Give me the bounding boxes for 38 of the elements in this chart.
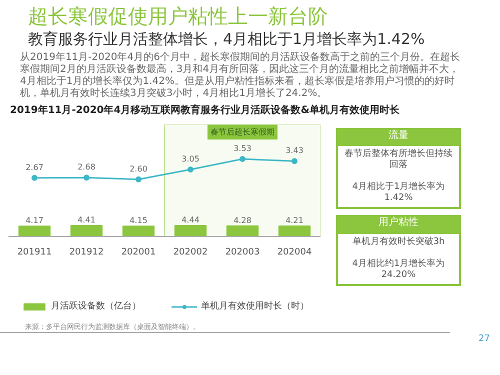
- x-tick-label: 202001: [121, 248, 156, 258]
- data-label: 4.15: [130, 216, 148, 226]
- text: 春节后整体有所增长但持续回落: [344, 149, 452, 170]
- x-tick-label: 202004: [277, 248, 312, 258]
- point: [136, 176, 142, 182]
- data-label: 4.44: [182, 215, 200, 224]
- legend-label: 月活跃设备数（亿台）: [51, 300, 141, 312]
- text: 用户粘性: [336, 215, 461, 232]
- point: [84, 174, 90, 181]
- data-label: 4.28: [234, 216, 252, 225]
- chart-title: 超长寒假促使用户粘性上一新台阶: [27, 3, 329, 29]
- data-label: 3.43: [286, 146, 304, 156]
- x-tick-label: 202002: [173, 248, 208, 258]
- point: [32, 174, 38, 181]
- chart-subtitle: 教育服务行业月活整体增长，4月相比于1月增长率为1.42%: [27, 29, 426, 49]
- text: 27: [478, 333, 490, 346]
- x-tick-label: 202003: [225, 248, 260, 258]
- text: 4月相比约1月增长率为24.20%: [352, 258, 445, 280]
- point: [188, 166, 194, 173]
- text: 4月相比于1月增长率为1.42%: [352, 182, 445, 204]
- data-label: 2.68: [78, 162, 96, 172]
- point: [292, 158, 298, 164]
- x-tick-label: 201912: [69, 248, 104, 258]
- data-label: 4.21: [286, 216, 304, 226]
- text: 流量: [336, 128, 461, 144]
- data-label: 4.41: [78, 216, 96, 225]
- band-label: 春节后超长寒假期: [210, 128, 274, 136]
- data-label: 2.67: [26, 162, 44, 172]
- x-tick-label: 201911: [17, 248, 52, 258]
- text: 从2019年11月-2020年4月的6个月中，超长寒假期间的月活跃设备数高于之前的三个月份。在超长寒假期间2月的月活跃设备数最高，3月和4月有所回落，因此这三个月的流量相比之前增幅并不大，4月相比于1月的增长率仅为1.42%。但是从用户粘性指标来看，超长寒假是培养用户习惯的的好时机，单机月有效时长连续3月突破3小时，4月相比1月增长了24.2%。: [19, 50, 461, 100]
- data-label: 3.53: [234, 144, 252, 153]
- data-label: 2.60: [130, 164, 148, 174]
- text: 单机月有效时长突破3h: [352, 236, 445, 247]
- point: [240, 156, 246, 162]
- data-label: 3.05: [182, 154, 200, 164]
- text: 2019年11月-2020年4月移动互联网教育服务行业月活跃设备数&单机月有效使用时长: [9, 103, 400, 118]
- legend-label: 单机月有效使用时长（时）: [201, 300, 309, 312]
- data-label: 4.17: [26, 216, 44, 226]
